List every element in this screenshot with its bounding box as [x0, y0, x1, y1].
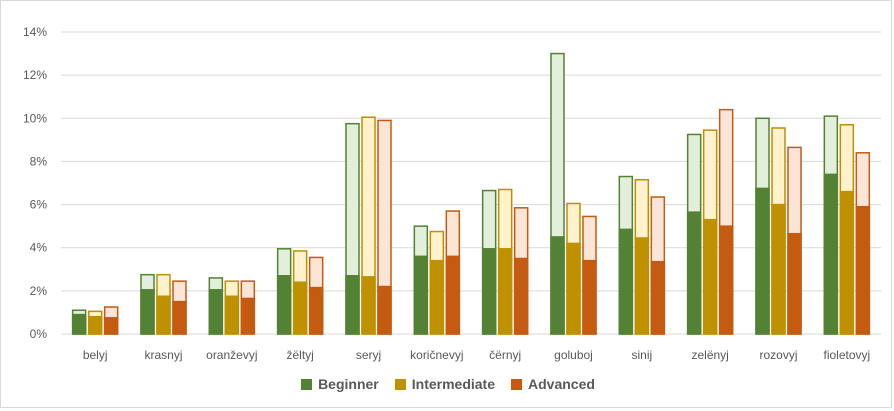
bar-solid-intermediate-5: [429, 259, 445, 335]
bar-solid-beginner-4: [345, 275, 360, 335]
bar-solid-intermediate-11: [839, 190, 855, 335]
x-tick-label: fioletovyj: [823, 348, 870, 362]
x-tick-label: žëltyj: [286, 348, 313, 362]
y-axis-ticks: 0% 2% 4% 6% 8% 10% 12% 14%: [23, 25, 47, 341]
bar-solid-intermediate-6: [497, 248, 513, 335]
bar-solid-beginner-11: [823, 173, 839, 335]
bar-solid-intermediate-10: [771, 203, 786, 335]
y-tick-label: 14%: [23, 25, 47, 39]
bar-solid-advanced-9: [718, 225, 734, 335]
x-tick-label: čërnyj: [489, 348, 521, 362]
x-tick-label: rozovyj: [759, 348, 797, 362]
bar-solid-beginner-0: [71, 313, 87, 335]
legend-swatch-advanced: [511, 378, 522, 390]
legend-item-advanced: Advanced: [511, 376, 595, 392]
y-tick-label: 6%: [30, 198, 48, 212]
bar-solid-intermediate-4: [361, 276, 376, 335]
bar-solid-advanced-6: [513, 257, 529, 335]
y-tick-label: 4%: [30, 241, 48, 255]
legend-label-beginner: Beginner: [318, 376, 379, 392]
legend: Beginner Intermediate Advanced: [1, 376, 894, 392]
bar-solid-advanced-0: [103, 317, 119, 335]
x-tick-label: oranževyj: [206, 348, 257, 362]
bar-solid-advanced-7: [582, 259, 597, 335]
bar-solid-beginner-1: [140, 289, 155, 335]
bar-solid-advanced-1: [172, 300, 187, 335]
y-tick-label: 0%: [30, 327, 48, 341]
bar-solid-beginner-7: [550, 236, 565, 335]
bar-solid-advanced-3: [308, 286, 324, 335]
bar-solid-beginner-3: [276, 275, 292, 335]
bar-solid-intermediate-8: [634, 237, 650, 335]
bar-solid-beginner-2: [208, 289, 224, 335]
bar-solid-beginner-6: [481, 248, 497, 335]
legend-item-beginner: Beginner: [301, 376, 379, 392]
bar-solid-advanced-8: [650, 260, 666, 335]
legend-swatch-intermediate: [394, 378, 406, 390]
y-tick-label: 8%: [30, 154, 48, 168]
legend-swatch-beginner: [301, 378, 313, 390]
bars: [71, 52, 871, 335]
bar-solid-intermediate-0: [87, 315, 103, 335]
x-tick-label: seryj: [356, 348, 381, 362]
gridlines: [61, 31, 881, 335]
legend-label-advanced: Advanced: [528, 376, 595, 392]
bar-solid-intermediate-9: [702, 218, 718, 335]
y-tick-label: 10%: [23, 111, 47, 125]
x-tick-label: belyj: [83, 348, 108, 362]
x-tick-label: zelënyj: [691, 348, 728, 362]
x-tick-label: goluboj: [554, 348, 593, 362]
bar-solid-intermediate-2: [224, 295, 240, 335]
bar-solid-beginner-10: [755, 187, 770, 335]
bar-solid-advanced-4: [377, 285, 392, 335]
x-tick-label: sinij: [631, 348, 652, 362]
bar-solid-beginner-9: [686, 211, 702, 335]
bar-solid-intermediate-1: [156, 295, 171, 335]
x-tick-label: koričnevyj: [410, 348, 463, 362]
bar-solid-advanced-11: [855, 205, 871, 335]
x-axis-ticks: belyj krasnyj oranževyj žëltyj seryj koričnev…: [83, 348, 870, 362]
y-tick-label: 2%: [30, 284, 48, 298]
legend-label-intermediate: Intermediate: [411, 376, 495, 392]
bar-solid-intermediate-7: [566, 242, 581, 335]
bar-solid-intermediate-3: [292, 281, 308, 335]
bar-solid-beginner-5: [413, 255, 429, 335]
bar-solid-advanced-10: [787, 232, 802, 335]
bar-solid-advanced-2: [240, 297, 256, 335]
bar-solid-beginner-8: [618, 228, 634, 335]
bar-solid-advanced-5: [445, 255, 461, 335]
y-tick-label: 12%: [23, 68, 47, 82]
legend-item-intermediate: Intermediate: [394, 376, 495, 392]
x-tick-label: krasnyj: [144, 348, 182, 362]
